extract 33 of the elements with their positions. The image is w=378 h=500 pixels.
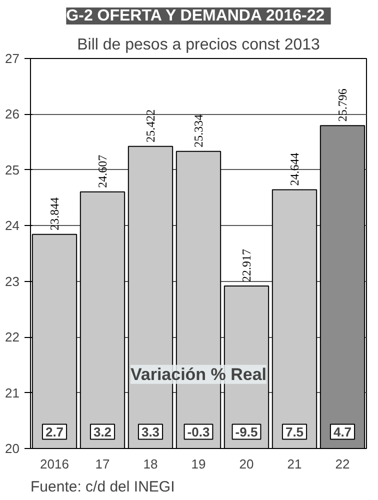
chart-title: G-2 OFERTA Y DEMANDA 2016-22 — [66, 8, 325, 24]
data-label: 25.422 — [144, 109, 158, 142]
y-tick-label: 26 — [5, 106, 20, 122]
y-tick-label: 25 — [5, 162, 20, 178]
annotation: 3.3 — [141, 424, 160, 440]
annotation: 7.5 — [285, 424, 304, 440]
x-tick-label: 2016 — [40, 456, 69, 472]
data-label: 24.607 — [96, 154, 110, 188]
annotation: 2.7 — [45, 424, 64, 440]
data-label: 25.334 — [192, 114, 206, 148]
y-tick-label: 23 — [5, 274, 20, 289]
chart-subtitle: Bill de pesos a precios const 2013 — [77, 36, 320, 54]
x-tick-label: 19 — [191, 456, 206, 472]
y-tick-label: 21 — [5, 385, 20, 400]
data-label: 22.917 — [240, 248, 254, 282]
y-tick-label: 22 — [5, 330, 20, 345]
annotation: Variación % Real — [130, 364, 267, 384]
annotation: 3.2 — [93, 424, 112, 440]
x-tick-label: 17 — [95, 456, 110, 472]
annotation: -0.3 — [187, 424, 210, 440]
annotation: -9.5 — [235, 424, 258, 440]
data-label: 24.644 — [288, 152, 302, 186]
data-label: 23.844 — [48, 197, 62, 230]
y-tick-label: 24 — [5, 218, 20, 234]
data-label: 25.796 — [336, 88, 350, 122]
x-tick-label: 22 — [335, 456, 350, 472]
y-tick-label: 20 — [5, 441, 20, 456]
source-note: Fuente: c/d del INEGI — [30, 478, 175, 496]
x-tick-label: 18 — [143, 456, 158, 472]
y-tick-label: 27 — [5, 51, 20, 66]
x-tick-label: 21 — [287, 456, 302, 472]
x-tick-label: 20 — [239, 456, 254, 472]
annotation: 4.7 — [333, 424, 352, 440]
